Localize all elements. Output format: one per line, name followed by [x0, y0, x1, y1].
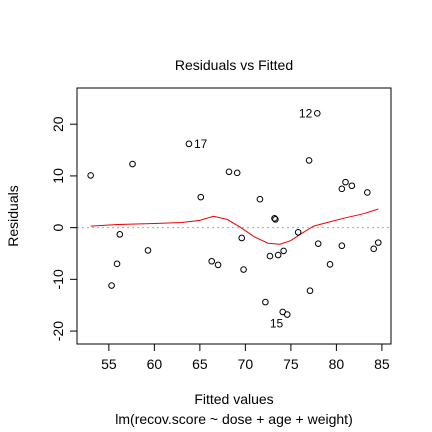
- x-tick-label: 75: [283, 356, 299, 372]
- x-tick-label: 55: [101, 356, 117, 372]
- x-tick-label: 80: [329, 356, 345, 372]
- point-label: 15: [270, 317, 284, 331]
- y-tick-label: -20: [50, 321, 66, 341]
- x-tick-label: 70: [238, 356, 254, 372]
- x-tick-label: 85: [374, 356, 390, 372]
- y-tick-label: 10: [50, 168, 66, 184]
- y-tick-label: 0: [50, 224, 66, 232]
- y-tick-label: 20: [50, 116, 66, 132]
- y-tick-label: -10: [50, 269, 66, 289]
- point-label: 17: [194, 137, 208, 151]
- chart-title: Residuals vs Fitted: [175, 57, 293, 73]
- x-tick-label: 65: [192, 356, 208, 372]
- model-formula-label: lm(recov.score ~ dose + age + weight): [115, 411, 352, 427]
- y-axis-label: Residuals: [5, 185, 21, 246]
- point-label: 12: [299, 106, 313, 120]
- x-axis-label: Fitted values: [194, 391, 273, 407]
- x-tick-label: 60: [147, 356, 163, 372]
